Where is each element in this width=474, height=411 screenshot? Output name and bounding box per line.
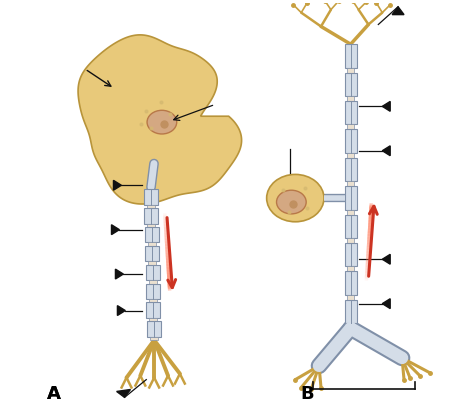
Polygon shape: [117, 390, 130, 397]
Polygon shape: [345, 158, 356, 181]
Polygon shape: [347, 295, 354, 300]
Polygon shape: [345, 215, 356, 238]
Text: A: A: [47, 386, 61, 404]
Polygon shape: [146, 302, 160, 318]
Polygon shape: [347, 125, 354, 129]
Polygon shape: [347, 96, 354, 101]
Polygon shape: [345, 300, 356, 323]
Polygon shape: [347, 153, 354, 158]
Polygon shape: [382, 299, 390, 309]
Polygon shape: [78, 35, 242, 204]
Polygon shape: [347, 323, 354, 328]
Polygon shape: [144, 189, 158, 205]
Polygon shape: [146, 246, 159, 261]
Polygon shape: [382, 146, 390, 156]
Polygon shape: [382, 102, 390, 111]
Polygon shape: [146, 284, 160, 299]
Polygon shape: [347, 238, 354, 243]
Polygon shape: [345, 272, 356, 295]
Polygon shape: [347, 67, 354, 73]
Polygon shape: [345, 73, 356, 96]
Polygon shape: [382, 254, 390, 264]
Polygon shape: [118, 306, 125, 316]
Ellipse shape: [147, 110, 177, 134]
Polygon shape: [149, 299, 157, 302]
Polygon shape: [147, 205, 155, 208]
Text: A: A: [47, 386, 61, 404]
Polygon shape: [148, 242, 156, 246]
Polygon shape: [345, 243, 356, 266]
Ellipse shape: [267, 174, 324, 222]
Polygon shape: [147, 224, 155, 227]
Polygon shape: [347, 266, 354, 272]
Polygon shape: [392, 7, 404, 15]
Polygon shape: [113, 180, 121, 190]
Polygon shape: [149, 280, 156, 284]
Polygon shape: [111, 225, 119, 235]
Polygon shape: [347, 181, 354, 186]
Polygon shape: [347, 210, 354, 215]
Polygon shape: [345, 44, 356, 67]
Polygon shape: [146, 265, 160, 280]
Polygon shape: [148, 261, 156, 265]
Polygon shape: [345, 129, 356, 153]
Polygon shape: [149, 318, 157, 321]
Polygon shape: [150, 337, 158, 340]
Polygon shape: [147, 321, 161, 337]
Polygon shape: [145, 227, 159, 242]
Ellipse shape: [276, 190, 306, 214]
Polygon shape: [145, 208, 158, 224]
Text: B: B: [301, 386, 314, 404]
Polygon shape: [116, 269, 123, 279]
Polygon shape: [345, 101, 356, 125]
Polygon shape: [345, 186, 356, 210]
